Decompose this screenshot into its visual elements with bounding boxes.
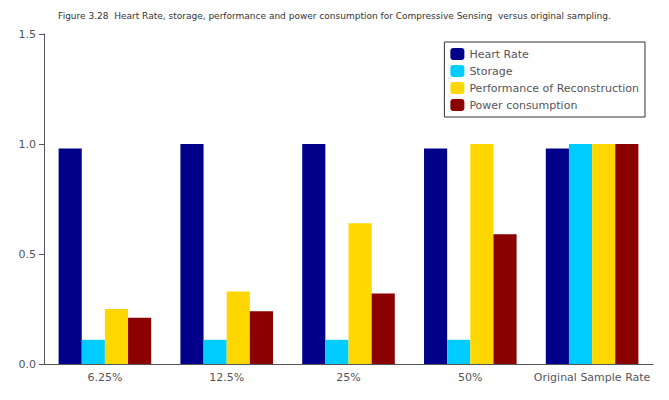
svg-text:1.5: 1.5 xyxy=(19,28,37,41)
svg-text:Figure 3.28 Heart Rate, stora: Figure 3.28 Heart Rate, storage, perform… xyxy=(58,11,611,21)
svg-text:Power consumption: Power consumption xyxy=(469,99,577,112)
svg-text:0.0: 0.0 xyxy=(19,358,37,371)
svg-text:25%: 25% xyxy=(336,371,360,384)
svg-text:12.5%: 12.5% xyxy=(209,371,244,384)
svg-text:Heart Rate: Heart Rate xyxy=(469,48,529,61)
svg-text:Storage: Storage xyxy=(469,65,512,78)
svg-text:0.5: 0.5 xyxy=(19,248,37,261)
svg-text:Performance of Reconstruction: Performance of Reconstruction xyxy=(469,82,639,95)
svg-text:6.25%: 6.25% xyxy=(87,371,122,384)
svg-text:50%: 50% xyxy=(458,371,482,384)
svg-text:1.0: 1.0 xyxy=(19,138,37,151)
svg-text:Original Sample Rate: Original Sample Rate xyxy=(534,371,651,384)
